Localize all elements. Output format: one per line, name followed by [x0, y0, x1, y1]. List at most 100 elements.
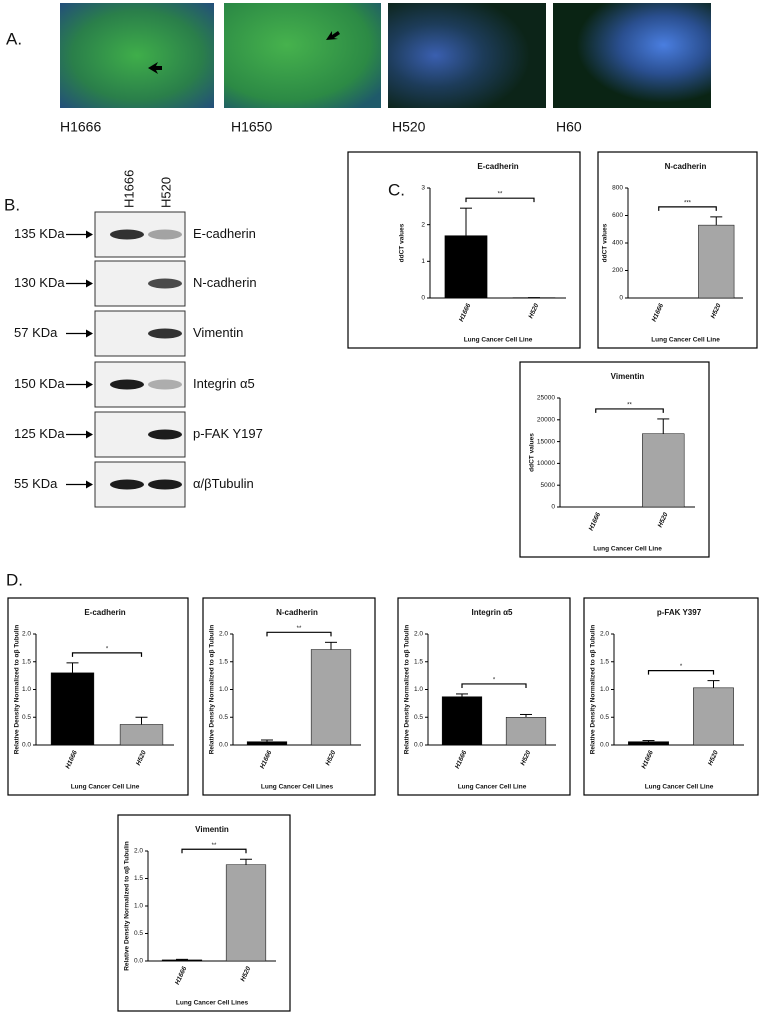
- chart: Vimentin 0 5000 10000 15000 20000 25000 ddCT va…: [519, 361, 710, 558]
- x-axis-label: Lung Cancer Cell Line: [645, 784, 714, 791]
- significance-bracket: [71, 652, 143, 657]
- y-tick-label: 2.0: [134, 848, 143, 855]
- y-axis-label: Relative Density Normalized to αβ Tubuli…: [404, 625, 411, 755]
- chart-title: Vimentin: [611, 372, 645, 381]
- error-bar: [520, 713, 532, 718]
- bar: [693, 687, 734, 746]
- chart-title: E-cadherin: [84, 608, 125, 617]
- panel-label: D.: [6, 570, 23, 589]
- x-tick-label: H520: [239, 965, 252, 982]
- protein-label: E-cadherin: [193, 226, 256, 241]
- protein-label: α/βTubulin: [193, 476, 254, 491]
- x-axis-label: Lung Cancer Cell Lines: [261, 784, 334, 791]
- significance-bracket: [595, 408, 664, 413]
- chart-frame: [583, 597, 759, 796]
- x-tick-label: H1666: [454, 749, 469, 770]
- y-tick-label: 2.0: [600, 631, 609, 638]
- x-tick-label: H520: [710, 302, 723, 319]
- significance-label: **: [498, 192, 503, 198]
- error-bar: [710, 216, 723, 226]
- y-tick-label: 600: [612, 212, 623, 219]
- y-tick-label: 1.0: [22, 686, 31, 693]
- blot-band: [110, 229, 144, 240]
- significance-bracket: [461, 683, 527, 688]
- blot-band: [148, 328, 182, 339]
- y-tick-label: 1.5: [22, 658, 31, 665]
- x-tick-label: H520: [519, 749, 532, 766]
- x-tick-label: H520: [135, 749, 148, 766]
- y-tick-label: 0.5: [414, 714, 423, 721]
- bar: [246, 741, 288, 746]
- significance-bracket: [465, 197, 535, 203]
- y-tick-label: 2.0: [22, 631, 31, 638]
- arrow-head: [86, 230, 93, 239]
- y-tick-label: 5000: [541, 482, 556, 489]
- x-tick-label: H520: [324, 749, 337, 766]
- error-bar: [642, 740, 655, 742]
- y-tick-label: 25000: [537, 395, 555, 402]
- x-tick-label: H1666: [640, 749, 655, 770]
- y-axis-label: ddCT values: [602, 223, 609, 262]
- y-tick-label: 1.5: [600, 658, 609, 665]
- chart: N-cadherin 0 200 400 600 800 ddCT values H1666 H…: [597, 151, 758, 349]
- significance-bracket: [647, 670, 715, 675]
- y-axis-label: Relative Density Normalized to αβ Tubuli…: [124, 841, 131, 971]
- size-label: 150 KDa: [14, 376, 65, 391]
- image-caption: H1650: [231, 119, 272, 135]
- bar: [628, 741, 669, 746]
- x-axis-label: Lung Cancer Cell Line: [651, 337, 720, 344]
- panel-label: A.: [6, 29, 22, 48]
- y-tick-label: 1.0: [134, 903, 143, 910]
- blot-band: [148, 479, 182, 490]
- chart-title: E-cadherin: [477, 162, 518, 171]
- micrograph: [388, 3, 546, 108]
- arrow-head: [86, 480, 93, 489]
- bar: [698, 224, 735, 299]
- micrograph: [553, 3, 711, 108]
- arrow-head: [86, 329, 93, 338]
- y-axis-label: ddCT values: [399, 223, 406, 262]
- x-axis-label: Lung Cancer Cell Line: [71, 784, 140, 791]
- protein-label: p-FAK Y197: [193, 426, 263, 441]
- y-tick-label: 0: [421, 295, 425, 302]
- x-axis-label: Lung Cancer Cell Line: [593, 546, 662, 553]
- error-bar: [261, 739, 273, 742]
- y-tick-label: 15000: [537, 438, 555, 445]
- y-tick-label: 0.5: [600, 714, 609, 721]
- panel-label: B.: [4, 195, 20, 214]
- chart-title: p-FAK Y397: [657, 608, 702, 617]
- bar: [505, 717, 547, 746]
- size-label: 55 KDa: [14, 476, 58, 491]
- x-tick-label: H1666: [588, 511, 603, 532]
- error-bar: [176, 958, 188, 960]
- y-tick-label: 0.5: [134, 930, 143, 937]
- y-axis-label: Relative Density Normalized to αβ Tubuli…: [14, 625, 21, 755]
- x-tick-label: H1666: [64, 749, 79, 770]
- x-tick-label: H520: [527, 302, 540, 319]
- chart-title: Vimentin: [195, 825, 229, 834]
- y-tick-label: 2: [421, 221, 425, 228]
- y-tick-label: 1.0: [219, 686, 228, 693]
- chart-frame: [7, 597, 189, 796]
- lane-label: H520: [158, 177, 173, 208]
- x-tick-label: H1666: [174, 965, 189, 986]
- significance-bracket: [266, 631, 332, 637]
- y-tick-label: 0.5: [22, 714, 31, 721]
- y-tick-label: 0.0: [600, 742, 609, 749]
- error-bar: [707, 680, 720, 688]
- blot-band: [148, 278, 182, 289]
- y-tick-label: 1.5: [219, 658, 228, 665]
- error-bar: [657, 418, 670, 434]
- y-tick-label: 1.0: [414, 686, 423, 693]
- image-caption: H60: [556, 119, 582, 135]
- y-tick-label: 1.5: [134, 875, 143, 882]
- bar: [161, 959, 203, 962]
- chart-frame: [347, 151, 581, 349]
- chart-frame: [117, 814, 291, 1012]
- y-tick-label: 0.0: [134, 958, 143, 965]
- error-bar: [460, 207, 472, 236]
